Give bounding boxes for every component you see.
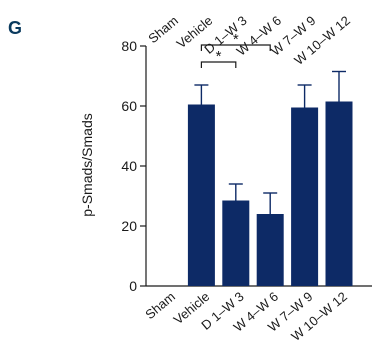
significance-bracket <box>200 61 237 68</box>
bars <box>187 101 353 286</box>
panel-letter: G <box>8 18 23 38</box>
y-tick-label: 80 <box>121 38 137 54</box>
significance-star: * <box>233 31 239 48</box>
significance-star: * <box>216 48 222 65</box>
error-bars <box>194 70 346 214</box>
significance-bracket <box>200 44 271 51</box>
bar <box>187 104 215 286</box>
bar <box>256 214 284 286</box>
bar <box>222 200 250 286</box>
y-tick-label: 40 <box>121 158 137 174</box>
y-axis-label: p-Smads/Smads <box>79 113 95 216</box>
y-tick-label: 0 <box>129 278 137 294</box>
y-tick-label: 60 <box>121 98 137 114</box>
significance-markers: ** <box>200 31 271 68</box>
bar <box>325 101 353 286</box>
bar <box>291 107 319 286</box>
y-tick-label: 20 <box>121 218 137 234</box>
